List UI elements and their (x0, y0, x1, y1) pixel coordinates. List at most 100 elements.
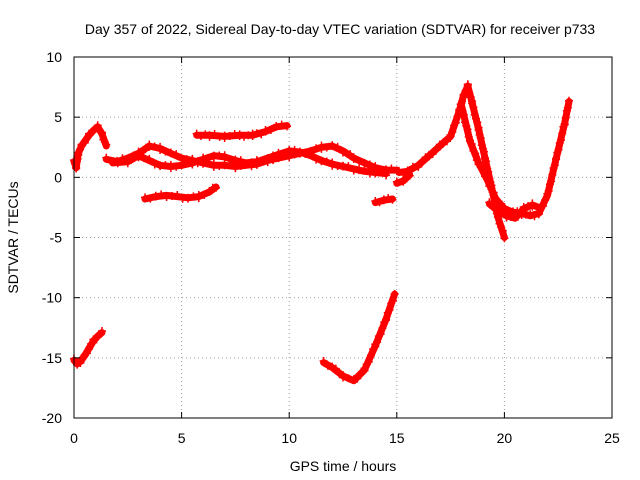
data-point-marker (102, 140, 111, 149)
x-axis-label: GPS time / hours (290, 458, 397, 474)
data-point-marker (236, 156, 245, 165)
data-point-marker (331, 364, 340, 373)
data-point-marker (328, 158, 337, 167)
data-point-marker (561, 113, 570, 122)
data-point-marker (364, 357, 373, 366)
data-point-marker (123, 157, 132, 166)
data-point-marker (231, 164, 240, 173)
data-point-marker (172, 162, 181, 171)
data-point-marker (366, 351, 375, 360)
data-point-marker (225, 132, 234, 141)
y-axis-label: SDTVAR / TECUs (5, 181, 21, 293)
data-point-marker (526, 211, 535, 220)
data-point-marker (439, 138, 448, 147)
data-point-marker (458, 107, 467, 116)
data-point-marker (390, 290, 399, 299)
data-point-marker (478, 165, 487, 174)
data-point-marker (360, 166, 369, 175)
data-point-marker (182, 158, 191, 167)
data-point-marker (468, 99, 477, 108)
data-point-marker (379, 196, 388, 205)
data-point-marker (465, 89, 474, 98)
data-point-marker (85, 129, 94, 138)
data-point-marker (247, 158, 256, 167)
data-point-marker (548, 170, 557, 179)
data-point-marker (365, 160, 374, 169)
data-point-marker (388, 195, 397, 204)
data-point-marker (493, 207, 502, 216)
data-point-marker (166, 160, 175, 169)
data-point-marker (248, 132, 257, 141)
chart-title: Day 357 of 2022, Sidereal Day-to-day VTE… (85, 21, 595, 37)
data-point-marker (145, 155, 154, 164)
data-point-marker (470, 110, 479, 119)
data-point-marker (188, 160, 197, 169)
data-point-marker (210, 130, 219, 139)
data-point-marker (97, 326, 106, 335)
data-point-marker (547, 177, 556, 186)
data-point-marker (339, 148, 347, 157)
data-point-marker (196, 132, 205, 141)
data-point-marker (283, 122, 292, 131)
data-point-marker (394, 166, 403, 175)
data-point-marker (471, 149, 480, 158)
data-point-marker (209, 152, 218, 161)
data-point-marker (498, 226, 507, 235)
data-point-marker (306, 150, 315, 159)
data-point-marker (344, 162, 353, 171)
y-tick-label: 5 (54, 109, 62, 125)
data-point-marker (382, 171, 391, 180)
series-arc-e (141, 183, 221, 203)
data-point-marker (541, 195, 550, 204)
data-point-marker (558, 129, 567, 138)
data-point-marker (466, 93, 475, 102)
data-point-marker (550, 161, 559, 170)
data-point-marker (464, 132, 473, 141)
data-point-marker (519, 205, 528, 214)
x-tick-label: 25 (604, 430, 620, 446)
y-tick-label: 10 (46, 49, 62, 65)
data-point-marker (479, 147, 488, 156)
data-point-marker (258, 157, 267, 166)
data-point-marker (344, 374, 353, 383)
data-point-marker (312, 155, 321, 164)
data-point-marker (495, 219, 504, 228)
data-point-marker (489, 188, 498, 197)
data-point-marker (156, 162, 165, 171)
data-point-marker (482, 157, 491, 166)
data-point-marker (471, 114, 480, 123)
series-arc-i (394, 80, 509, 243)
data-point-marker (205, 187, 214, 196)
data-point-marker (435, 142, 444, 151)
data-point-marker (371, 197, 380, 206)
data-point-marker (378, 324, 387, 333)
data-point-marker (141, 144, 150, 153)
data-point-marker (353, 374, 362, 383)
data-point-marker (75, 145, 84, 154)
data-point-marker (414, 162, 423, 171)
data-point-marker (252, 129, 261, 138)
data-point-marker (469, 103, 478, 112)
data-point-marker (563, 103, 572, 112)
data-point-marker (500, 234, 509, 243)
data-point-marker (166, 149, 175, 158)
data-point-marker (192, 129, 201, 138)
data-point-marker (139, 154, 148, 163)
data-point-marker (263, 154, 272, 163)
data-point-marker (463, 125, 472, 134)
y-tick-label: 0 (54, 169, 62, 185)
data-point-marker (108, 157, 117, 166)
data-point-marker (209, 159, 218, 168)
data-point-marker (212, 183, 221, 192)
data-point-marker (387, 164, 396, 173)
data-point-marker (564, 96, 573, 105)
data-point-marker (102, 153, 111, 162)
data-point-marker (349, 153, 358, 162)
data-point-marker (322, 157, 331, 166)
data-point-marker (355, 158, 364, 167)
data-point-marker (457, 99, 466, 108)
series-arc-k (392, 171, 414, 187)
data-point-marker (474, 123, 483, 132)
x-tick-label: 20 (497, 430, 513, 446)
